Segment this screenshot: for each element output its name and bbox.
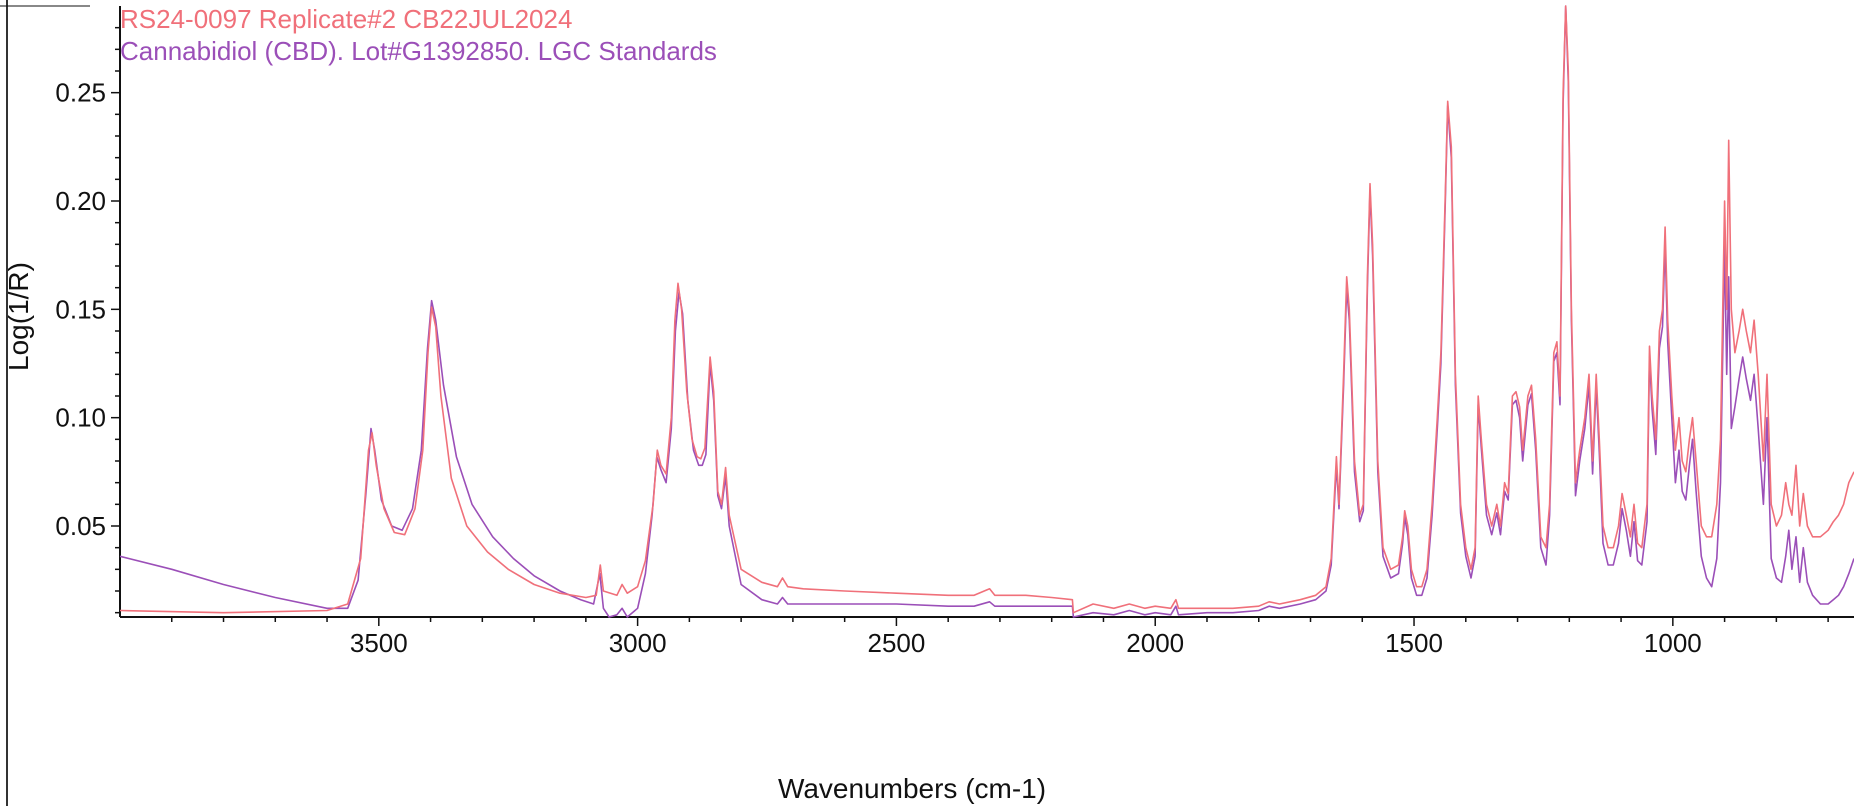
y-ticks: 0.05 0.10 0.15 0.20 0.25 (55, 26, 120, 614)
chart-axes (0, 5, 1854, 618)
series-line-sample (119, 5, 1854, 614)
x-tick-label: 1000 (1644, 628, 1702, 658)
y-tick-label: 0.15 (55, 294, 106, 324)
x-tick-label: 1500 (1385, 628, 1443, 658)
legend-entry: Cannabidiol (CBD). Lot#G1392850. LGC Sta… (120, 36, 717, 66)
y-tick-label: 0.20 (55, 186, 106, 216)
y-tick-label: 0.10 (55, 403, 106, 433)
y-axis-title: Log(1/R) (3, 262, 34, 371)
x-tick-label: 2000 (1126, 628, 1184, 658)
y-tick-label: 0.05 (55, 511, 106, 541)
window-frame-left (6, 0, 8, 806)
x-ticks: 3500 3000 2500 2000 1500 1000 (171, 617, 1829, 658)
x-tick-label: 2500 (867, 628, 925, 658)
x-tick-label: 3000 (609, 628, 667, 658)
x-axis-title: Wavenumbers (cm-1) (778, 773, 1046, 804)
legend: RS24-0097 Replicate#2 CB22JUL2024Cannabi… (120, 4, 717, 66)
series-layer (119, 5, 1854, 618)
x-tick-label: 3500 (350, 628, 408, 658)
y-tick-label: 0.25 (55, 78, 106, 108)
legend-entry: RS24-0097 Replicate#2 CB22JUL2024 (120, 4, 572, 34)
series-line-reference (119, 5, 1854, 618)
